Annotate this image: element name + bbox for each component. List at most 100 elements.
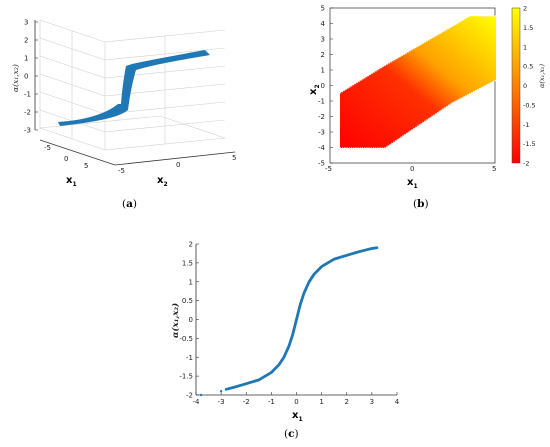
- c-y-tick-label: -0.5: [179, 335, 193, 343]
- b-colorbar: [511, 7, 521, 164]
- c-y-tick-label: 0: [189, 316, 193, 324]
- b-edge-top: [339, 15, 496, 94]
- a-zlabel: α(x₁,x₂): [11, 64, 20, 92]
- b-x-tick: -5: [325, 165, 332, 173]
- b-y-tick-label: -1: [318, 98, 325, 106]
- a-x-tick: 0: [64, 155, 68, 163]
- b-y-tick-label: -3: [318, 129, 325, 137]
- b-colorbar-tick-label: 2: [523, 5, 527, 13]
- c-y-tick-label: 1.5: [182, 259, 193, 267]
- c-y-tick-label: 1: [189, 278, 193, 286]
- b-y-tick-label: -2: [318, 113, 325, 121]
- panel-a-axes: [34, 20, 236, 166]
- c-point: [287, 344, 291, 348]
- a-z-tick-label: 2: [24, 37, 28, 45]
- b-y-tick-label: 2: [321, 51, 325, 59]
- c-point: [332, 257, 336, 261]
- c-point: [277, 363, 281, 366]
- panel-a-y-ticks: -5 0 5: [118, 154, 236, 175]
- panel-a-x-ticks: -5 0 5: [44, 144, 88, 170]
- b-y-tick-label: 0: [321, 82, 325, 90]
- b-y-tick-label: 3: [321, 36, 325, 44]
- c-point: [245, 382, 248, 385]
- a-x-tick: -5: [44, 144, 51, 152]
- a-z-tick-label: 0: [24, 73, 28, 81]
- panel-a-surface: [58, 50, 210, 126]
- b-x-tick: 0: [410, 165, 414, 173]
- b-colorbar-tick-label: 0.5: [523, 63, 533, 71]
- c-point: [270, 371, 273, 374]
- b-y-tick-label: -5: [318, 160, 325, 168]
- c-point: [375, 246, 379, 249]
- b-colorbar-tick-label: 1.5: [523, 24, 533, 32]
- caption-c: (c): [284, 428, 299, 440]
- c-point: [232, 386, 235, 389]
- a-z-tick-label: 1: [24, 55, 28, 63]
- a-y-tick: -5: [118, 167, 125, 175]
- c-point: [370, 247, 374, 250]
- c-point: [358, 250, 361, 253]
- c-point: [257, 378, 261, 382]
- panel-c: -4 -3 -2 -1 0 1 2 3 4 2 1.5 1 0.5 0 -0.5 -1 -1.5 -2 x1 α(…: [170, 241, 400, 441]
- caption-a: (a): [122, 198, 137, 210]
- c-point: [302, 291, 306, 295]
- c-x-tick-label: 2: [345, 398, 349, 406]
- a-z-tick-label: 3: [24, 19, 28, 27]
- b-colorbar-tick-label: -2: [523, 160, 529, 168]
- a-z-tick-label: -2: [24, 109, 31, 117]
- a-z-tick-label: -1: [24, 91, 31, 99]
- a-x-tick: 5: [84, 162, 88, 170]
- c-x-tick-label: 1: [319, 398, 323, 406]
- c-series: [199, 246, 379, 397]
- b-y-ticks: 5 4 3 2 1 0 -1 -2 -3 -4 -5: [318, 5, 333, 168]
- c-point: [199, 393, 203, 397]
- c-x-tick-label: 4: [395, 398, 400, 406]
- panel-a-box: [39, 19, 226, 151]
- c-y-tick-label: 0.5: [182, 297, 193, 305]
- c-point: [295, 318, 298, 321]
- c-x-tick-label: 0: [294, 398, 298, 406]
- c-x-tick-label: -3: [218, 398, 225, 406]
- b-data-region: [340, 16, 496, 148]
- c-xlabel: x1: [292, 410, 303, 423]
- panel-a-z-ticks: 3 2 1 0 -1 -2 -3: [24, 19, 38, 135]
- c-point: [219, 390, 223, 393]
- b-colorbar-tick-label: -1.5: [523, 140, 536, 148]
- c-x-tick-label: 3: [370, 398, 374, 406]
- c-point: [312, 273, 316, 276]
- b-colorbar-tick-label: 1: [523, 43, 527, 51]
- c-point: [282, 356, 286, 359]
- c-x-tick-label: -1: [268, 398, 275, 406]
- b-x-tick: 5: [492, 165, 496, 173]
- b-colorbar-tick-label: -0.5: [523, 101, 536, 109]
- b-ylabel: x2: [308, 84, 321, 95]
- c-y-tick-label: 2: [189, 241, 193, 249]
- caption-b: (b): [413, 198, 429, 210]
- a-y-tick: 0: [176, 161, 180, 169]
- c-ticks: -4 -3 -2 -1 0 1 2 3 4 2 1.5 1 0.5 0 -0.5 -1 -1.5 -2: [179, 241, 399, 407]
- c-series-line: [224, 246, 379, 391]
- a-xlabel: x1: [66, 175, 77, 188]
- b-y-tick-label: 4: [321, 20, 326, 28]
- c-point: [320, 265, 323, 268]
- a-ylabel: x2: [157, 175, 168, 188]
- c-point: [365, 248, 369, 251]
- b-colorbar-ticks: 2 1.5 1 0.5 0 -0.5 -1 -1.5 -2: [523, 5, 536, 168]
- c-point: [345, 254, 348, 257]
- a-y-tick: 5: [232, 154, 236, 162]
- c-x-tick-label: -2: [243, 398, 250, 406]
- b-y-tick-label: 5: [321, 5, 325, 13]
- c-ylabel: α(x₁,x₂): [170, 303, 181, 338]
- c-y-tick-label: -2: [186, 392, 193, 400]
- c-x-tick-label: -4: [193, 398, 201, 406]
- c-point: [299, 303, 302, 306]
- a-z-tick-label: -3: [24, 127, 31, 135]
- b-colorbar-label: α(x₁,x₂): [538, 63, 546, 88]
- b-edge-bottom: [340, 79, 497, 149]
- b-xlabel: x1: [407, 177, 418, 190]
- c-point: [224, 388, 228, 391]
- c-y-tick-label: -1.5: [179, 373, 193, 381]
